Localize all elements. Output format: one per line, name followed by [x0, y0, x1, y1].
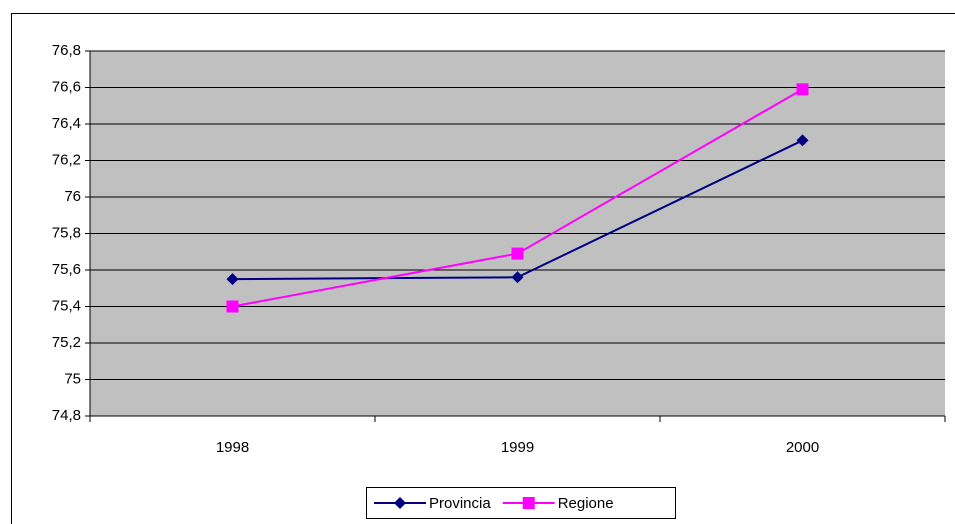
y-tick-label: 76,6: [52, 78, 81, 95]
y-tick-label: 76: [64, 188, 81, 205]
x-tick-label: 1999: [501, 439, 534, 456]
square-marker: [511, 247, 524, 260]
square-marker: [796, 83, 809, 96]
legend-marker: [522, 497, 535, 509]
y-tick-label: 75,6: [52, 261, 81, 278]
legend-marker: [394, 497, 406, 509]
x-tick-label: 2000: [786, 439, 819, 456]
diamond-marker: [511, 271, 524, 284]
diamond-marker: [796, 134, 809, 147]
y-tick-label: 76,2: [52, 151, 81, 168]
y-tick-label: 75,8: [52, 224, 81, 241]
y-tick-label: 76,8: [52, 42, 81, 59]
y-tick-label: 75,2: [52, 334, 81, 351]
y-tick-label: 76,4: [52, 115, 81, 132]
legend-label: Regione: [558, 495, 614, 512]
x-tick-label: 1998: [216, 439, 249, 456]
y-tick-label: 75,4: [52, 297, 81, 314]
legend-label: Provincia: [429, 495, 491, 512]
y-tick-label: 74,8: [52, 407, 81, 424]
y-tick-label: 75: [64, 370, 81, 387]
diamond-marker: [226, 273, 239, 286]
square-marker: [226, 300, 239, 313]
